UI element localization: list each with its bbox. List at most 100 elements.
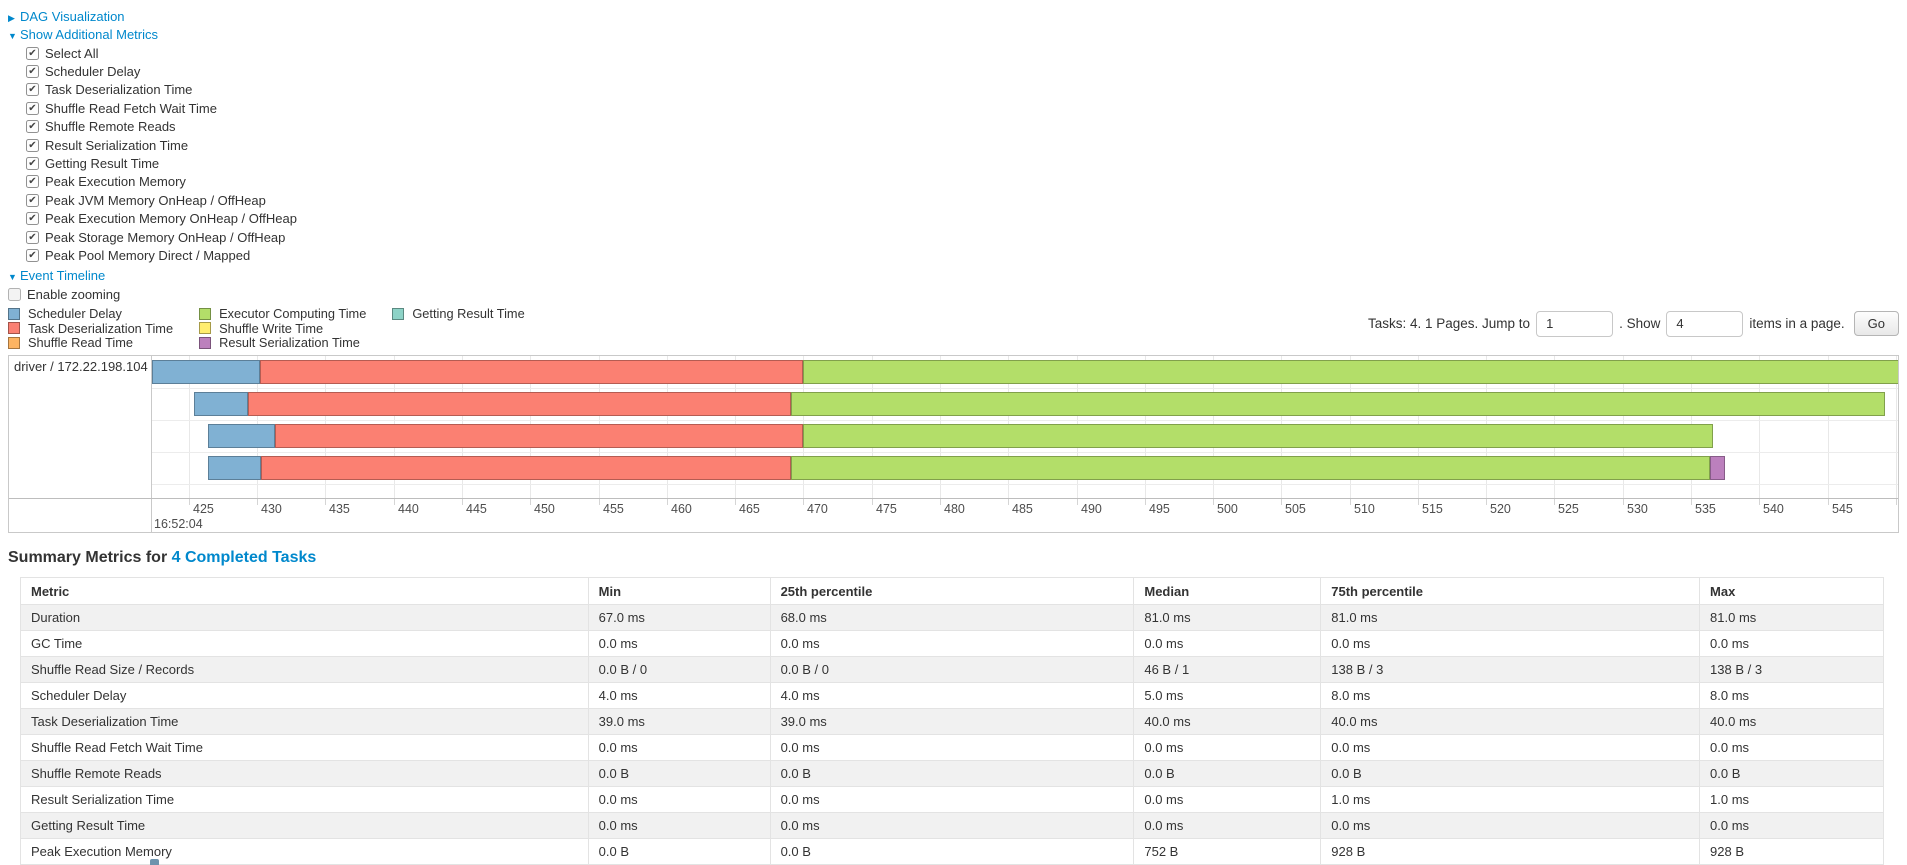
go-button[interactable]: Go (1853, 311, 1899, 337)
metric-checkbox[interactable]: ✔ (26, 157, 39, 171)
metric-checkbox-label: Peak Storage Memory OnHeap / OffHeap (45, 229, 286, 245)
completed-tasks-link[interactable]: 4 Completed Tasks (171, 549, 317, 567)
task-bar-segment-executor_computing[interactable] (803, 424, 1713, 449)
metric-checkbox[interactable]: ✔ (26, 120, 39, 134)
axis-tick-label: 430 (261, 502, 282, 517)
axis-tick-mark (1281, 499, 1282, 506)
summary-metric-value: 39.0 ms (587, 708, 771, 736)
summary-table-row: Scheduler Delay 4.0 ms 4.0 ms 5.0 ms 8.0 ms 8… (20, 682, 1884, 710)
enable-zooming-row: Enable zooming (8, 286, 1899, 303)
legend-label: Task Deserialization Time (28, 320, 174, 336)
summary-metric-value: 4.0 ms (587, 682, 771, 710)
gridline (1828, 356, 1829, 499)
axis-tick-mark (257, 499, 258, 506)
pagination-summary-text: Tasks: 4. 1 Pages. Jump to (1367, 316, 1531, 332)
axis-tick-label: 465 (739, 502, 760, 517)
metric-checkbox[interactable]: ✔ (26, 101, 39, 115)
legend-label: Result Serialization Time (219, 335, 360, 351)
metric-checkbox-label: Shuffle Remote Reads (45, 119, 176, 135)
task-bar-segment-scheduler_delay[interactable] (208, 456, 262, 481)
summary-metric-name: Task Deserialization Time (20, 708, 589, 736)
axis-tick-mark (189, 499, 190, 506)
summary-metric-value: 0.0 ms (769, 734, 1135, 762)
event-timeline-toggle[interactable]: ▼ Event Timeline (8, 267, 1899, 285)
metric-checkbox[interactable]: ✔ (26, 46, 39, 60)
metric-checkbox[interactable]: ✔ (26, 175, 39, 189)
axis-tick-mark (1623, 499, 1624, 506)
chevron-down-icon: ▼ (8, 31, 17, 41)
jump-to-page-input[interactable] (1536, 310, 1614, 337)
summary-metric-name: Shuffle Read Size / Records (20, 656, 589, 684)
summary-metric-value: 0.0 ms (769, 630, 1135, 658)
summary-title-prefix: Summary Metrics for (8, 549, 168, 567)
metric-checkbox-row: ✔ Getting Result Time (26, 154, 1899, 172)
axis-tick-label: 520 (1490, 502, 1511, 517)
axis-tick-label: 485 (1012, 502, 1033, 517)
legend-item: Scheduler Delay (8, 306, 173, 321)
summary-metric-value: 40.0 ms (1133, 708, 1322, 736)
legend-swatch-task_deserialization (8, 322, 20, 335)
summary-metric-value: 81.0 ms (1320, 604, 1701, 632)
task-bar-segment-executor_computing[interactable] (803, 360, 1898, 385)
legend-label: Getting Result Time (412, 306, 525, 322)
summary-column-header: 75th percentile (1320, 577, 1701, 606)
task-bar-segment-task_deserialization[interactable] (261, 456, 792, 481)
summary-metric-value: 0.0 ms (1320, 630, 1701, 658)
metric-checkbox[interactable]: ✔ (26, 230, 39, 244)
metric-checkbox-label: Peak Pool Memory Direct / Mapped (45, 247, 251, 263)
summary-metric-value: 0.0 ms (1133, 630, 1322, 658)
metric-checkbox[interactable]: ✔ (26, 248, 39, 262)
task-bar-segment-executor_computing[interactable] (791, 456, 1711, 481)
summary-metrics-table: Metric Min 25th percentile Median 75th perce… (20, 577, 1884, 865)
enable-zooming-checkbox[interactable] (8, 287, 21, 301)
axis-tick-label: 500 (1217, 502, 1238, 517)
task-bar-segment-result_serialization[interactable] (1710, 456, 1726, 481)
summary-metric-value: 68.0 ms (769, 604, 1135, 632)
task-bar-segment-task_deserialization[interactable] (274, 424, 804, 449)
legend-item: Shuffle Write Time (199, 321, 366, 336)
metric-checkbox[interactable]: ✔ (26, 212, 39, 226)
metric-checkbox[interactable]: ✔ (26, 65, 39, 79)
axis-tick-label: 425 (193, 502, 214, 517)
axis-tick-label: 475 (876, 502, 897, 517)
pagination-items-text: items in a page. (1749, 316, 1845, 332)
metric-checkbox-label: Shuffle Read Fetch Wait Time (45, 100, 217, 116)
metric-checkbox[interactable]: ✔ (26, 83, 39, 97)
summary-column-header: Min (587, 577, 771, 606)
summary-metric-value: 0.0 ms (1699, 734, 1884, 762)
axis-tick-mark (735, 499, 736, 506)
show-additional-metrics-toggle[interactable]: ▼ Show Additional Metrics (8, 26, 1899, 44)
task-bar-segment-task_deserialization[interactable] (259, 360, 804, 385)
metric-checkbox[interactable]: ✔ (26, 193, 39, 207)
axis-major-time-label: 16:52:04 (154, 517, 203, 532)
axis-tick-label: 460 (671, 502, 692, 517)
summary-metric-name: Shuffle Remote Reads (20, 760, 589, 788)
summary-metric-value: 0.0 ms (587, 734, 771, 762)
summary-metric-value: 0.0 ms (1133, 812, 1322, 840)
summary-metric-value: 0.0 B (587, 760, 771, 788)
summary-metric-value: 0.0 B (1699, 760, 1884, 788)
task-bar-segment-scheduler_delay[interactable] (194, 392, 248, 417)
metric-checkbox[interactable]: ✔ (26, 138, 39, 152)
task-bar-segment-task_deserialization[interactable] (247, 392, 792, 417)
summary-metric-value: 0.0 ms (1320, 734, 1701, 762)
summary-metric-value: 0.0 ms (769, 812, 1135, 840)
metric-checkbox-row: ✔ Scheduler Delay (26, 62, 1899, 80)
items-per-page-input[interactable] (1666, 310, 1744, 337)
timeline-header: Scheduler Delay Task Deserialization Time… (8, 306, 1899, 351)
row-separator (152, 420, 1898, 422)
event-timeline-label: Event Timeline (20, 267, 106, 283)
task-bar-segment-executor_computing[interactable] (791, 392, 1885, 417)
dag-visualization-toggle[interactable]: ▶ DAG Visualization (8, 8, 1899, 26)
axis-tick-mark (1350, 499, 1351, 506)
task-bar-segment-scheduler_delay[interactable] (208, 424, 275, 449)
task-bar-segment-scheduler_delay[interactable] (152, 360, 260, 385)
axis-tick-label: 545 (1832, 502, 1853, 517)
metric-checkbox-row: ✔ Peak JVM Memory OnHeap / OffHeap (26, 191, 1899, 209)
legend-swatch-shuffle_read (8, 336, 20, 349)
row-separator (152, 388, 1898, 390)
metric-checkbox-label: Scheduler Delay (45, 64, 141, 80)
summary-metric-name: Peak Execution Memory (20, 838, 589, 865)
axis-tick-mark (1759, 499, 1760, 506)
